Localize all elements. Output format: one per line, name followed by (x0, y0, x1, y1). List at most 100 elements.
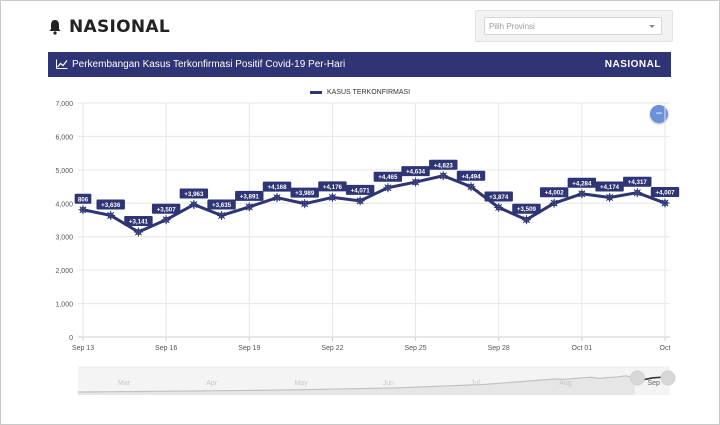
navigator-month-label: May (294, 380, 308, 387)
data-label-text: +4,317 (628, 179, 648, 186)
navigator-handle[interactable] (629, 370, 645, 386)
data-label: +3,891 (235, 190, 264, 201)
data-label-text: +4,071 (351, 187, 371, 194)
y-tick-label: 7,000 (55, 101, 73, 108)
data-label-box (207, 199, 236, 210)
data-label-text: 806 (78, 196, 89, 203)
data-label: +4,071 (345, 184, 375, 195)
data-point-marker (133, 227, 143, 237)
data-label: +4,007 (650, 187, 680, 198)
navigator-handle[interactable] (660, 370, 676, 386)
data-point-spike (467, 183, 475, 191)
data-point-marker (411, 177, 421, 187)
data-label-box (567, 177, 597, 188)
data-label-box (512, 203, 541, 214)
x-tick-label: Sep 28 (488, 345, 510, 352)
data-point-spike (107, 211, 115, 219)
data-point-marker (383, 183, 393, 193)
data-label-text: +4,176 (323, 184, 343, 191)
panel-header: Perkembangan Kasus Terkonfirmasi Positif… (48, 52, 671, 77)
data-point-spike (550, 199, 558, 207)
data-point-marker (217, 210, 227, 220)
navigator-line (77, 375, 635, 393)
page-title: NASIONAL (69, 17, 171, 37)
province-select-container: Pilih Provinsi (475, 10, 673, 42)
line-chart-icon (56, 59, 68, 69)
data-label-box (456, 170, 486, 181)
data-label: +4,317 (623, 176, 652, 187)
y-tick-label: 3,000 (55, 235, 73, 242)
panel-title: Perkembangan Kasus Terkonfirmasi Positif… (72, 59, 346, 70)
navigator-month-label: Apr (206, 380, 218, 387)
data-label-box (345, 184, 375, 195)
data-label: +3,635 (207, 199, 236, 210)
data-label-box (429, 159, 458, 170)
data-label-box (623, 176, 652, 187)
x-tick-label: Oct 01 (572, 345, 593, 352)
navigator-month-label: Sep (647, 380, 660, 387)
data-label-box (484, 191, 513, 202)
province-select-placeholder: Pilih Provinsi (489, 22, 535, 31)
data-label-text: +3,874 (489, 194, 509, 201)
data-point-spike (606, 193, 614, 202)
data-point-spike (328, 193, 336, 201)
data-point-marker (106, 210, 116, 220)
data-label-box (595, 181, 624, 192)
data-label: +3,141 (124, 216, 153, 227)
data-label-box (290, 187, 319, 198)
y-tick-label: 4,000 (55, 201, 73, 208)
data-point-marker (577, 189, 587, 199)
data-label-box (373, 171, 403, 182)
data-point-marker (521, 215, 531, 225)
data-label-box (650, 187, 680, 198)
data-point-marker (78, 205, 88, 215)
line-chart: 0 1,000 2,000 3,000 4,000 5,000 6,000 7,000 Sep… (55, 101, 680, 395)
data-point-marker (660, 198, 670, 208)
navigator-month-label: Jul (471, 380, 480, 387)
data-point-spike (134, 228, 142, 236)
y-tick-label: 1,000 (55, 302, 73, 309)
data-point-spike (384, 184, 392, 192)
data-point-marker (355, 196, 365, 206)
x-tick-label: Sep 13 (72, 345, 94, 352)
data-point-spike (522, 216, 530, 224)
data-label-box (539, 187, 569, 198)
data-label-text: +3,636 (101, 202, 121, 209)
x-tick-label: Sep 22 (321, 345, 343, 352)
data-point-marker (300, 199, 310, 209)
data-label-box (151, 203, 181, 214)
bell-icon (49, 20, 61, 35)
data-point-marker (327, 192, 337, 202)
data-label-text: +3,891 (240, 193, 260, 200)
zoom-out-button[interactable]: − (650, 105, 668, 123)
x-tick-label: Sep 25 (404, 345, 426, 352)
data-label-box (235, 190, 264, 201)
data-point-marker (632, 188, 642, 198)
chart-legend[interactable]: KASUS TERKONFIRMASI (310, 87, 410, 97)
data-label: +3,963 (179, 188, 209, 199)
data-point-spike (661, 199, 669, 207)
province-select[interactable]: Pilih Provinsi (484, 17, 662, 35)
data-label-text: +3,509 (517, 206, 537, 213)
data-point-marker (494, 202, 504, 212)
x-tick-label: Sep 19 (238, 345, 260, 352)
data-label-text: +4,823 (434, 162, 454, 169)
data-point-spike (190, 200, 198, 209)
data-point-marker (161, 215, 171, 225)
data-label: +4,174 (595, 181, 624, 192)
data-label-text: +4,284 (572, 180, 592, 187)
data-label-box (318, 181, 347, 192)
data-label: +3,509 (512, 203, 541, 214)
data-point-spike (162, 216, 170, 224)
data-label: 806 (74, 193, 92, 204)
data-label-text: +3,507 (157, 206, 177, 213)
data-point-marker (244, 202, 254, 212)
panel-scope-label: NASIONAL (604, 59, 661, 70)
data-label: +4,823 (429, 159, 458, 170)
data-point-marker (605, 192, 615, 202)
data-point-spike (218, 211, 226, 220)
data-label-text: +4,634 (406, 169, 426, 176)
data-label-text: +4,168 (267, 184, 287, 191)
y-tick-label: 6,000 (55, 134, 73, 141)
data-label-text: +4,494 (461, 173, 481, 180)
